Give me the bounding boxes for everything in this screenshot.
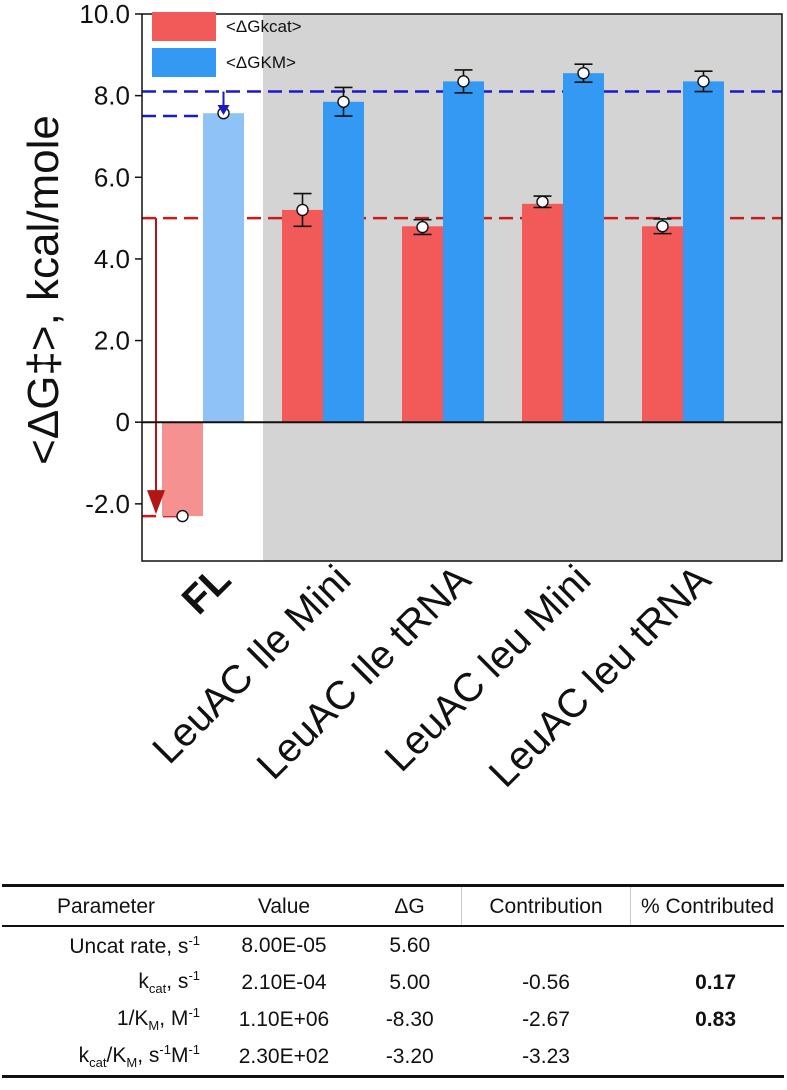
delta-g-cell: -8.30	[385, 1007, 434, 1031]
bars-group	[162, 73, 724, 517]
legend: <ΔGkcat> <ΔGKM>	[152, 12, 302, 77]
y-tick-label: 0	[116, 407, 130, 437]
category-label: LeuAC leu tRNA	[481, 557, 720, 796]
bar-km-0	[203, 113, 244, 423]
bar-kcat-0	[162, 422, 203, 517]
value-cell: 2.30E+02	[238, 1044, 330, 1068]
km-arrow-head	[217, 105, 230, 116]
table-row: 1/KM, M-1 1.10E+06 -8.30 -2.67 0.83	[2, 1001, 784, 1038]
data-point	[337, 95, 350, 108]
plot-frame	[141, 13, 783, 562]
data-point	[697, 75, 710, 88]
legend-label: <ΔGKM>	[226, 53, 296, 72]
bar-km-4	[683, 81, 724, 423]
table-header-row: Parameter Value ΔG Contribution % Contri…	[2, 885, 784, 926]
header-pct-contributed: % Contributed	[630, 885, 784, 926]
data-point	[176, 509, 189, 523]
contribution-cell	[462, 926, 631, 964]
legend-label: <ΔGkcat>	[226, 17, 302, 36]
bar-km-3	[563, 73, 604, 423]
pct-cell	[631, 1038, 785, 1077]
value-cell: 8.00E-05	[241, 933, 327, 957]
header-delta-g: ΔG	[394, 895, 425, 918]
pct-cell: 0.83	[695, 1007, 736, 1031]
y-tick-label: 8.0	[94, 81, 130, 111]
delta-g-cell: -3.20	[385, 1044, 434, 1068]
contribution-cell: -2.67	[522, 1007, 570, 1031]
legend-swatch	[152, 12, 216, 41]
category-label: LeuAC Ile tRNA	[249, 557, 480, 788]
data-point	[416, 220, 429, 234]
data-point	[296, 203, 309, 217]
value-cell: 1.10E+06	[238, 1007, 330, 1031]
y-axis: 10.0 8.0 6.0 4.0 2.0 0 -2.0	[79, 0, 142, 519]
bar-kcat-3	[522, 203, 563, 423]
param-cell: 1/KM, M-1	[116, 1005, 200, 1034]
pct-cell	[631, 926, 785, 964]
bar-km-2	[443, 81, 484, 423]
data-point	[457, 75, 470, 88]
bar-kcat-2	[402, 226, 443, 423]
error-bars-group	[176, 63, 713, 523]
param-cell: Uncat rate, s-1	[69, 932, 200, 958]
delta-g-cell: 5.00	[389, 970, 431, 994]
arrows-group	[147, 91, 230, 515]
value-cell: 2.10E-04	[241, 970, 327, 994]
y-axis-label: <ΔG‡>, kcal/mole	[19, 115, 68, 465]
delta-g-cell: 5.60	[389, 933, 431, 957]
table-row: kcat, s-1 2.10E-04 5.00 -0.56 0.17	[2, 964, 784, 1001]
bar-km-1	[323, 101, 364, 423]
y-tick-label: 4.0	[94, 244, 130, 274]
header-contribution: Contribution	[461, 885, 631, 926]
bar-kcat-4	[642, 226, 683, 423]
legend-swatch	[152, 48, 216, 77]
data-point	[656, 220, 669, 233]
y-tick-label: -2.0	[85, 489, 130, 519]
header-value: Value	[257, 895, 311, 918]
table-row: kcat/KM, s-1M-1 2.30E+02 -3.20 -3.23	[2, 1038, 784, 1077]
header-parameter: Parameter	[56, 895, 156, 918]
table-row: Uncat rate, s-1 8.00E-05 5.60	[2, 926, 784, 964]
y-tick-label: 6.0	[94, 162, 130, 192]
contribution-cell: -3.23	[522, 1044, 570, 1068]
param-cell: kcat/KM, s-1M-1	[78, 1042, 200, 1071]
kcat-arrow-head	[147, 490, 165, 515]
category-label: LeuAC leu Mini	[376, 557, 599, 780]
y-tick-label: 10.0	[79, 0, 130, 29]
delta-g-bar-chart: 10.0 8.0 6.0 4.0 2.0 0 -2.0 <ΔG‡>, kcal/mole <…	[19, 0, 783, 796]
bar-kcat-1	[282, 209, 323, 423]
data-point	[577, 66, 590, 80]
y-tick-label: 2.0	[94, 326, 130, 356]
param-cell: kcat, s-1	[138, 968, 200, 997]
parameter-table: Parameter Value ΔG Contribution % Contri…	[2, 884, 784, 1078]
contribution-cell: -0.56	[522, 970, 570, 994]
category-label: FL	[174, 557, 240, 623]
pct-cell: 0.17	[695, 970, 736, 994]
data-point	[536, 195, 549, 208]
